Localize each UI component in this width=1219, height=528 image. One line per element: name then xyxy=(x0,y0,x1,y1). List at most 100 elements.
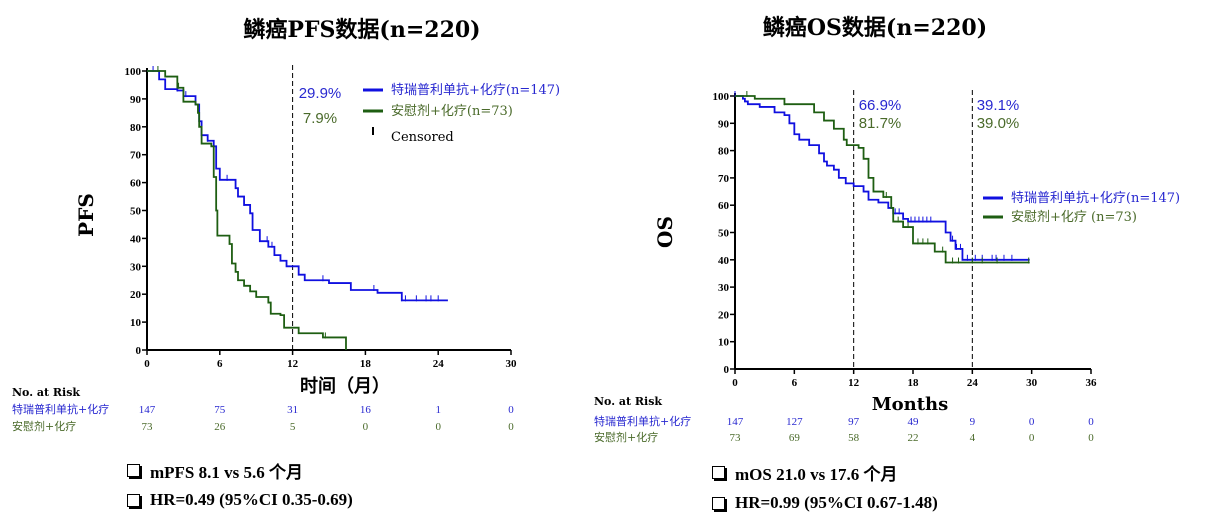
risk-count: 0 xyxy=(435,421,441,433)
risk-count: 0 xyxy=(508,421,514,433)
risk-row-label: 特瑞普利单抗+化疗 xyxy=(594,414,691,428)
survival-annotation: 7.9% xyxy=(303,110,337,127)
checkbox-bullet-icon xyxy=(712,466,725,479)
y-tick-label: 20 xyxy=(718,309,730,321)
x-tick-label: 30 xyxy=(506,358,518,370)
y-tick-label: 40 xyxy=(718,255,730,267)
x-tick-label: 24 xyxy=(967,377,979,389)
km-curve-placebo xyxy=(735,95,1030,264)
risk-count: 0 xyxy=(1029,432,1035,444)
x-tick-label: 36 xyxy=(1086,377,1098,389)
y-tick-label: 100 xyxy=(713,91,730,103)
risk-table-title: No. at Risk xyxy=(594,395,662,408)
risk-row-label: 安慰剂+化疗 xyxy=(12,419,76,433)
risk-count: 0 xyxy=(363,421,369,433)
risk-count: 97 xyxy=(848,416,860,428)
y-tick-label: 30 xyxy=(718,282,730,294)
note-text: mPFS 8.1 vs 5.6 个月 xyxy=(150,463,303,482)
km-curve-treatment xyxy=(147,70,448,302)
checkbox-bullet-icon xyxy=(127,464,140,477)
risk-count: 0 xyxy=(1088,416,1094,428)
risk-count: 147 xyxy=(727,416,744,428)
survival-annotation: 39.1% xyxy=(977,97,1020,114)
checkbox-bullet-icon xyxy=(712,496,725,510)
risk-count: 5 xyxy=(290,421,296,433)
chart-title: 鳞癌OS数据(n=220) xyxy=(763,15,987,41)
y-tick-label: 20 xyxy=(130,289,142,301)
survival-annotation: 66.9% xyxy=(859,97,902,114)
y-tick-label: 50 xyxy=(130,206,142,218)
x-tick-label: 0 xyxy=(144,358,150,370)
y-tick-label: 100 xyxy=(125,66,142,78)
risk-count: 73 xyxy=(142,421,154,433)
y-tick-label: 80 xyxy=(718,146,730,158)
survival-annotation: 81.7% xyxy=(859,115,902,132)
km-curve-treatment xyxy=(735,95,1030,261)
risk-row-label: 安慰剂+化疗 xyxy=(594,430,658,444)
y-tick-label: 70 xyxy=(130,150,142,162)
x-tick-label: 6 xyxy=(792,377,798,389)
risk-count: 16 xyxy=(360,404,372,416)
x-tick-label: 18 xyxy=(360,358,372,370)
note-text: HR=0.49 (95%CI 0.35-0.69) xyxy=(150,490,353,509)
note-os-median: mOS 21.0 vs 17.6 个月 xyxy=(712,460,897,485)
risk-count: 0 xyxy=(508,404,514,416)
risk-count: 1 xyxy=(435,404,441,416)
y-tick-label: 0 xyxy=(136,345,142,357)
y-axis-label: OS xyxy=(653,216,677,248)
risk-count: 58 xyxy=(848,432,860,444)
x-tick-label: 30 xyxy=(1026,377,1038,389)
x-tick-label: 24 xyxy=(433,358,445,370)
x-axis-label: Months xyxy=(872,394,949,415)
risk-count: 147 xyxy=(139,404,156,416)
risk-count: 0 xyxy=(1088,432,1094,444)
note-pfs-median: mPFS 8.1 vs 5.6 个月 xyxy=(127,458,303,483)
y-tick-label: 0 xyxy=(724,364,730,376)
risk-count: 4 xyxy=(970,432,976,444)
x-tick-label: 0 xyxy=(732,377,738,389)
y-axis-label: PFS xyxy=(74,193,98,237)
risk-row-label: 特瑞普利单抗+化疗 xyxy=(12,402,109,416)
risk-count: 22 xyxy=(908,432,919,444)
risk-count: 69 xyxy=(789,432,801,444)
note-text: HR=0.99 (95%CI 0.67-1.48) xyxy=(735,493,938,512)
legend-entry: 特瑞普利单抗+化疗(n=147) xyxy=(391,83,560,98)
y-tick-label: 10 xyxy=(130,317,142,329)
km-curve-placebo xyxy=(147,70,347,350)
survival-annotation: 29.9% xyxy=(299,85,342,102)
y-tick-label: 50 xyxy=(718,228,730,240)
x-axis-label: 时间（月） xyxy=(300,376,390,397)
risk-count: 9 xyxy=(970,416,976,428)
y-tick-label: 80 xyxy=(130,122,142,134)
y-tick-label: 10 xyxy=(718,337,730,349)
x-tick-label: 18 xyxy=(908,377,920,389)
risk-count: 26 xyxy=(214,421,226,433)
risk-count: 127 xyxy=(786,416,803,428)
legend-entry: 特瑞普利单抗+化疗(n=147) xyxy=(1011,191,1180,206)
x-tick-label: 6 xyxy=(217,358,223,370)
y-tick-label: 30 xyxy=(130,261,142,273)
risk-count: 49 xyxy=(908,416,920,428)
pfs-chart: 鳞癌PFS数据(n=220)0 6 12 18 24 300102030405060708… xyxy=(12,17,560,433)
y-tick-label: 60 xyxy=(718,200,730,212)
y-tick-label: 90 xyxy=(718,118,730,130)
y-tick-label: 90 xyxy=(130,94,142,106)
note-text: mOS 21.0 vs 17.6 个月 xyxy=(735,465,898,484)
legend-entry: 安慰剂+化疗 (n=73) xyxy=(1011,210,1137,225)
y-tick-label: 70 xyxy=(718,173,730,185)
legend-entry: 安慰剂+化疗(n=73) xyxy=(391,104,513,119)
risk-count: 73 xyxy=(730,432,742,444)
checkbox-bullet-icon xyxy=(127,493,140,507)
y-tick-label: 60 xyxy=(130,178,142,190)
x-tick-label: 12 xyxy=(848,377,860,389)
x-tick-label: 12 xyxy=(287,358,299,370)
legend-censored: Censored xyxy=(391,130,454,145)
risk-count: 75 xyxy=(214,404,226,416)
survival-annotation: 39.0% xyxy=(977,115,1020,132)
risk-count: 31 xyxy=(287,404,298,416)
y-tick-label: 40 xyxy=(130,233,142,245)
note-pfs-hr: HR=0.49 (95%CI 0.35-0.69) xyxy=(127,490,353,510)
risk-table-title: No. at Risk xyxy=(12,386,80,399)
